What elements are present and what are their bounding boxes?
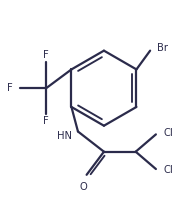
Text: Cl: Cl [163, 166, 173, 175]
Text: O: O [80, 182, 88, 192]
Text: F: F [43, 50, 49, 60]
Text: HN: HN [57, 131, 72, 141]
Text: Cl: Cl [163, 128, 173, 138]
Text: F: F [43, 116, 49, 126]
Text: Br: Br [157, 43, 168, 53]
Text: F: F [7, 83, 13, 93]
